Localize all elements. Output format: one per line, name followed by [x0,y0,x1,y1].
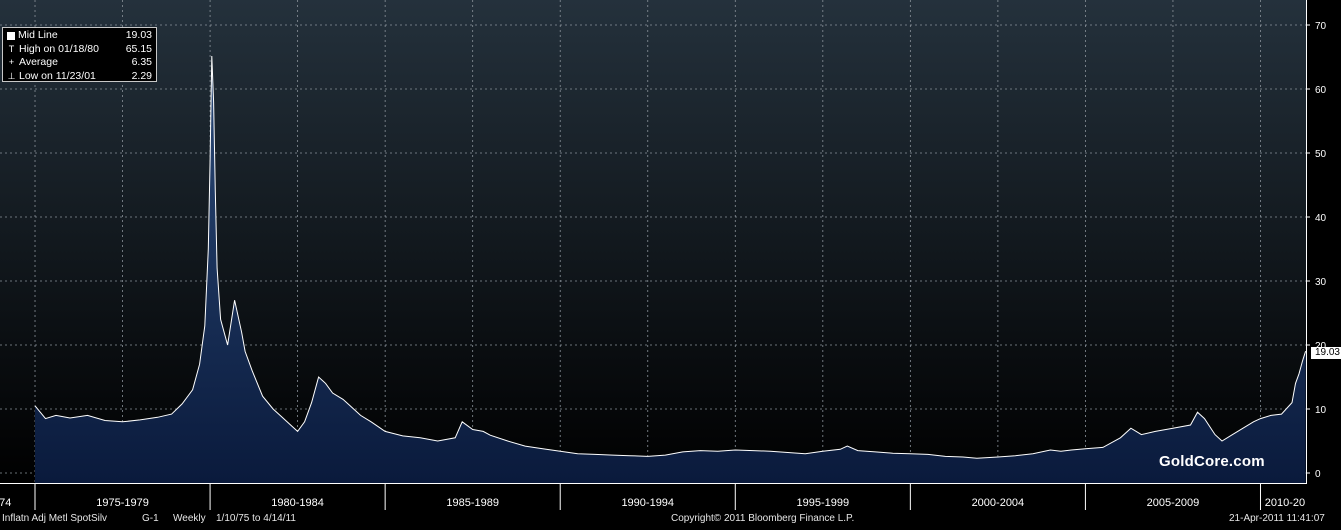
x-tick-label: 2005-2009 [1147,497,1200,509]
legend-row-high: T High on 01/18/80 65.15 [7,43,152,57]
security-name: Inflatn Adj Metl SpotSilv [2,513,108,524]
date-range: 1/10/75 to 4/14/11 [216,513,296,524]
x-tick-label: 74 [0,497,11,509]
axes: 0 10 20 30 40 50 60 70 74 1975-1979 1980-1984 1985-… [0,0,1327,510]
x-tick-label: 2000-2004 [972,497,1025,509]
legend-value: 2.29 [131,69,152,82]
copyright: Copyright© 2011 Bloomberg Finance L.P. [671,513,855,524]
legend-row-mid-line: Mid Line 19.03 [7,29,152,43]
x-tick-label: 1990-1994 [621,497,674,509]
x-tick-label: 1975-1979 [96,497,149,509]
footer: Inflatn Adj Metl SpotSilv G-1 Weekly 1/1… [0,512,1341,525]
y-tick-label: 30 [1315,277,1327,288]
y-tick-label: 40 [1315,213,1327,224]
low-marker-icon: ⊥ [7,70,16,81]
high-marker-icon: T [8,43,15,54]
grid-lines [0,0,1306,483]
x-tick-label: 2010-20 [1265,497,1305,509]
legend-value: 65.15 [125,42,152,55]
y-tick-label: 0 [1315,469,1321,480]
last-value-tag: 19.03 [1311,347,1341,359]
timestamp: 21-Apr-2011 11:41:07 [1229,513,1325,524]
y-tick-label: 70 [1315,21,1327,32]
legend-label: Low on 11/23/01 [19,69,96,82]
mid-line-marker-icon [7,31,15,40]
legend: Mid Line 19.03 T High on 01/18/80 65.15 +… [2,27,157,82]
chart-id: G-1 [142,513,159,524]
legend-label: Average [19,56,58,68]
series-area-fill [35,56,1306,483]
average-marker-icon: + [8,57,15,67]
x-tick-label: 1980-1984 [271,497,324,509]
legend-label: High on 01/18/80 [19,42,99,55]
y-tick-label: 50 [1315,149,1327,160]
legend-label: Mid Line [18,29,58,41]
watermark: GoldCore.com [1159,453,1265,470]
series-line [34,55,1307,459]
period: Weekly [173,513,206,524]
y-tick-label: 10 [1315,405,1327,416]
x-tick-label: 1995-1999 [797,497,850,509]
y-tick-label: 20 [1315,341,1327,352]
x-tick-label: 1985-1989 [446,497,499,509]
legend-value: 19.03 [125,29,152,41]
legend-value: 6.35 [131,56,152,68]
legend-row-low: ⊥ Low on 11/23/01 2.29 [7,70,152,84]
series-area [34,55,1307,483]
y-tick-label: 60 [1315,85,1327,96]
legend-row-average: + Average 6.35 [7,56,152,70]
